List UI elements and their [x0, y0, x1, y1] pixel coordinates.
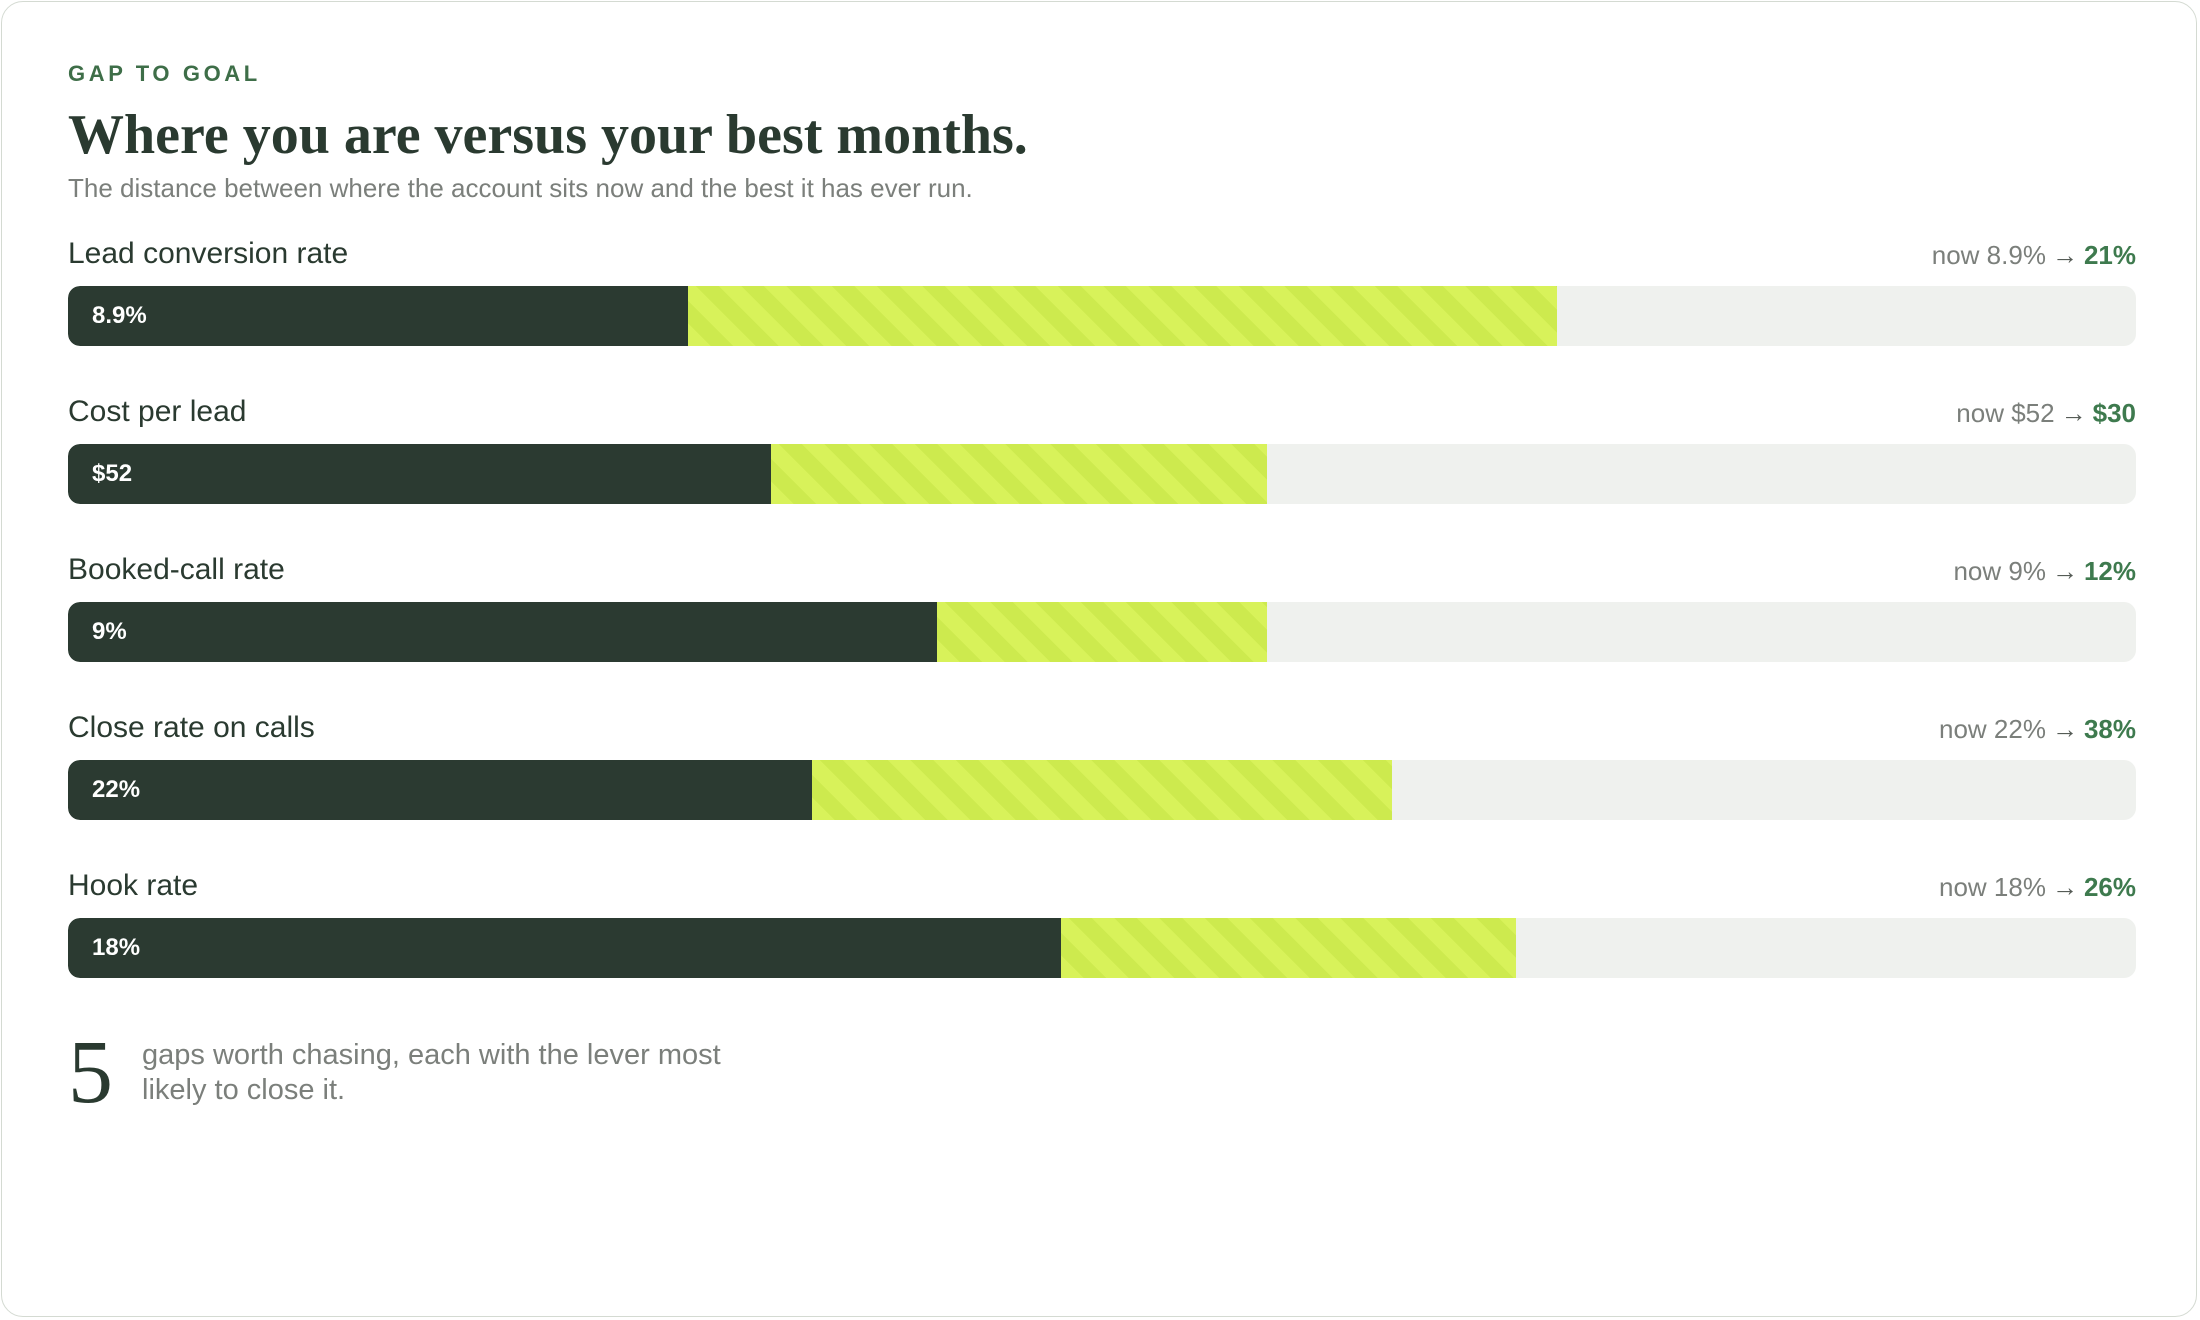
metric-best-value: 21% [2083, 240, 2136, 270]
metric-row: Booked-call rate now 9% → 12% 9% [68, 552, 2136, 682]
progress-track: 9% [68, 602, 2136, 662]
page-subtitle: The distance between where the account s… [68, 173, 973, 203]
metric-now-value: now $52 [1956, 398, 2055, 428]
gap-count-caption: gaps worth chasing, each with the lever … [142, 1039, 721, 1106]
gap-bar [812, 760, 1392, 820]
metric-readout: now 9% → 12% [1953, 554, 2136, 588]
now-bar-label: 22% [92, 776, 141, 803]
metric-readout: now 22% → 38% [1939, 712, 2136, 746]
arrow-right-icon: → [2060, 398, 2087, 428]
now-bar: 22% [68, 760, 813, 820]
metric-row: Close rate on calls now 22% → 38% 22% [68, 710, 2136, 840]
gap-bar [688, 286, 1557, 346]
gap-bar [1060, 918, 1516, 978]
now-bar-label: $52 [92, 460, 133, 487]
now-bar-label: 18% [92, 934, 141, 961]
gap-bar [936, 602, 1268, 662]
metric-best-value: 12% [2083, 556, 2136, 586]
metric-best-value: 26% [2083, 872, 2136, 902]
metric-row: Lead conversion rate now 8.9% → 21% 8.9% [68, 236, 2136, 366]
metric-label: Hook rate [68, 869, 199, 902]
metric-label: Close rate on calls [68, 711, 315, 744]
gap-count: 5 [68, 1023, 113, 1122]
now-bar: 9% [68, 602, 937, 662]
metric-now-value: now 9% [1953, 556, 2046, 586]
now-bar: 8.9% [68, 286, 689, 346]
arrow-right-icon: → [2051, 872, 2078, 902]
progress-track: 22% [68, 760, 2136, 820]
metric-label: Cost per lead [68, 395, 247, 428]
metric-now-value: now 18% [1938, 872, 2046, 902]
metric-row: Hook rate now 18% → 26% 18% [68, 868, 2136, 998]
metric-label: Lead conversion rate [68, 237, 349, 270]
now-bar: 18% [68, 918, 1061, 978]
metric-row: Cost per lead now $52 → $30 $52 [68, 394, 2136, 524]
metric-now-value: now 8.9% [1931, 240, 2046, 270]
metric-label: Booked-call rate [68, 553, 285, 586]
metric-now-value: now 22% [1938, 714, 2046, 744]
now-bar-label: 9% [92, 618, 127, 645]
now-bar-label: 8.9% [92, 302, 147, 329]
eyebrow-label: GAP TO GOAL [68, 61, 261, 86]
metric-best-value: 38% [2083, 714, 2136, 744]
arrow-right-icon: → [2051, 240, 2078, 270]
now-bar: $52 [68, 444, 772, 504]
metric-best-value: $30 [2092, 398, 2136, 428]
progress-track: 8.9% [68, 286, 2136, 346]
progress-track: 18% [68, 918, 2136, 978]
page-title: Where you are versus your best months. [68, 104, 1028, 166]
metric-readout: now $52 → $30 [1956, 396, 2136, 430]
metric-readout: now 8.9% → 21% [1932, 238, 2136, 272]
arrow-right-icon: → [2051, 714, 2078, 744]
gap-bar [771, 444, 1268, 504]
metric-readout: now 18% → 26% [1939, 870, 2136, 904]
arrow-right-icon: → [2051, 556, 2078, 586]
progress-track: $52 [68, 444, 2136, 504]
